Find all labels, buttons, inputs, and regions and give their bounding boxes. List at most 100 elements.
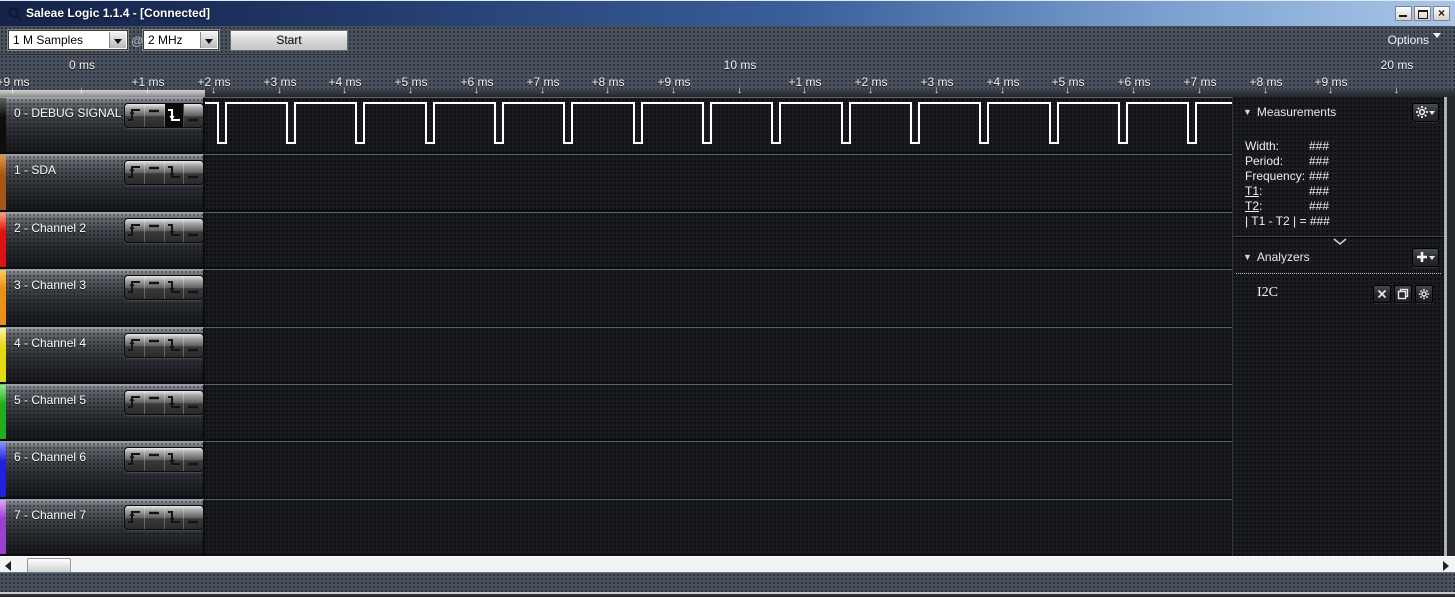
trigger-high-level-button[interactable]: [145, 104, 165, 127]
trigger-falling-edge-button[interactable]: [165, 448, 185, 472]
measurements-header[interactable]: ▼ Measurements: [1243, 105, 1337, 119]
rising-edge-icon: [128, 338, 140, 351]
waveform-area-ch3[interactable]: [205, 269, 1232, 325]
trigger-rising-edge-button[interactable]: [125, 390, 145, 414]
window-title: Saleae Logic 1.1.4 - [Connected]: [26, 6, 211, 20]
channel-label-ch6[interactable]: 6 - Channel 6: [0, 441, 205, 497]
copy-icon: [1397, 288, 1408, 299]
channel-label-ch5[interactable]: 5 - Channel 5: [0, 383, 205, 440]
measurements-gear-button[interactable]: [1412, 103, 1439, 122]
analyzer-item: I2C: [1257, 285, 1437, 303]
waveform-area-ch4[interactable]: [205, 326, 1232, 382]
add-analyzer-button[interactable]: [1412, 248, 1439, 267]
ruler-tick-arrow-icon: ↓: [934, 85, 939, 96]
channel-label-ch3[interactable]: 3 - Channel 3: [0, 269, 205, 325]
trigger-high-level-button[interactable]: [145, 333, 165, 357]
trigger-low-level-button[interactable]: [184, 334, 203, 357]
channel-row: 7 - Channel 7: [0, 498, 1455, 556]
analyzers-header[interactable]: ▼ Analyzers: [1243, 250, 1310, 264]
trigger-high-level-button[interactable]: [145, 505, 165, 529]
trigger-rising-edge-button[interactable]: [125, 104, 145, 127]
analyzer-remove-button[interactable]: [1373, 285, 1391, 303]
ruler-minor-tick-label: +7 ms: [526, 75, 560, 89]
trigger-button-group: [124, 275, 204, 301]
channel-label-ch0[interactable]: 0 - DEBUG SIGNAL: [0, 97, 205, 153]
trigger-rising-edge-button[interactable]: [125, 505, 145, 529]
analyzer-name-label: I2C: [1257, 285, 1278, 300]
trigger-falling-edge-button[interactable]: [165, 505, 185, 529]
scrollbar-thumb[interactable]: [27, 558, 71, 573]
trigger-high-level-button[interactable]: [145, 276, 165, 300]
ruler-major-tick-label: 10 ms: [723, 58, 757, 72]
waveform-area-ch6[interactable]: [205, 441, 1232, 497]
ruler-tick-arrow-icon: ↓: [211, 85, 216, 96]
trigger-falling-edge-button[interactable]: [165, 276, 185, 300]
analyzer-settings-button[interactable]: [1415, 285, 1433, 303]
t1-marker-link[interactable]: T1: [1245, 184, 1260, 198]
collapse-chevron-icon[interactable]: [1332, 238, 1348, 246]
trigger-low-level-button[interactable]: [184, 506, 203, 529]
maximize-button[interactable]: [1414, 6, 1431, 21]
channel-name-label: 7 - Channel 7: [14, 507, 87, 522]
trigger-low-level-button[interactable]: [184, 276, 203, 299]
trigger-high-level-button[interactable]: [145, 161, 165, 185]
ruler-tick-arrow-icon: ↓: [868, 85, 873, 96]
measurement-label: T1:: [1245, 184, 1263, 198]
scroll-left-arrow-icon[interactable]: [5, 561, 11, 571]
titlebar[interactable]: Saleae Logic 1.1.4 - [Connected] ×: [0, 0, 1455, 26]
ruler-tick-arrow-icon: ↓: [671, 85, 676, 96]
channel-label-ch4[interactable]: 4 - Channel 4: [0, 326, 205, 382]
trigger-low-level-button[interactable]: [184, 448, 203, 471]
waveform-area-ch5[interactable]: [205, 383, 1232, 440]
trigger-rising-edge-button[interactable]: [125, 218, 145, 242]
trigger-low-level-button[interactable]: [184, 219, 203, 242]
options-menu-button[interactable]: Options: [1388, 33, 1441, 47]
t2-marker-link[interactable]: T2: [1245, 199, 1260, 213]
trigger-rising-edge-button[interactable]: [125, 333, 145, 357]
close-button[interactable]: ×: [1433, 6, 1450, 21]
channel-label-ch1[interactable]: 1 - SDA: [0, 154, 205, 210]
minimize-button[interactable]: [1395, 6, 1412, 21]
trigger-rising-edge-button[interactable]: [125, 276, 145, 300]
chevron-down-icon[interactable]: [109, 32, 126, 48]
time-ruler[interactable]: +9 ms↓0 ms↓+1 ms↓+2 ms↓+3 ms↓+4 ms↓+5 ms…: [0, 55, 1455, 96]
trigger-button-group: [124, 504, 204, 530]
channel-label-ch7[interactable]: 7 - Channel 7: [0, 498, 205, 554]
high-level-icon: [148, 109, 159, 113]
start-button[interactable]: Start: [230, 30, 348, 51]
scroll-right-arrow-icon[interactable]: [1443, 561, 1449, 571]
trigger-falling-edge-button[interactable]: [164, 104, 185, 127]
chevron-down-icon[interactable]: [200, 32, 217, 48]
waveform-area-ch2[interactable]: [205, 211, 1232, 268]
trigger-high-level-button[interactable]: [145, 218, 165, 242]
channel-label-ch2[interactable]: 2 - Channel 2: [0, 211, 205, 268]
trigger-rising-edge-button[interactable]: [125, 448, 145, 472]
ruler-tick-arrow-icon: ↓: [1197, 85, 1202, 96]
plus-icon: [1417, 252, 1427, 262]
measurement-value: ###: [1309, 169, 1330, 183]
waveform-area-ch1[interactable]: [205, 154, 1232, 210]
trigger-falling-edge-button[interactable]: [165, 390, 185, 414]
chevron-down-icon: [1429, 256, 1435, 263]
low-level-icon: [188, 348, 199, 351]
view-position-indicator: [0, 90, 205, 97]
trigger-high-level-button[interactable]: [145, 390, 165, 414]
trigger-rising-edge-button[interactable]: [125, 161, 145, 185]
horizontal-scrollbar[interactable]: [0, 556, 1455, 573]
sample-count-select[interactable]: 1 M Samples: [8, 30, 128, 50]
waveform-area-ch7[interactable]: [205, 498, 1232, 554]
waveform-area-ch0[interactable]: [205, 97, 1232, 153]
sample-rate-select[interactable]: 2 MHz: [143, 30, 219, 50]
measurement-row: Width: ###: [1245, 139, 1444, 154]
measurement-row: Frequency: ###: [1245, 169, 1444, 184]
view-position-strip[interactable]: [0, 90, 1455, 97]
trigger-low-level-button[interactable]: [184, 104, 203, 127]
trigger-low-level-button[interactable]: [184, 391, 203, 414]
analyzer-copy-settings-button[interactable]: [1394, 285, 1412, 303]
trigger-falling-edge-button[interactable]: [165, 161, 185, 185]
trigger-high-level-button[interactable]: [145, 448, 165, 472]
trigger-falling-edge-button[interactable]: [165, 218, 185, 242]
low-level-icon: [188, 290, 199, 294]
trigger-falling-edge-button[interactable]: [165, 333, 185, 357]
trigger-low-level-button[interactable]: [184, 161, 203, 184]
